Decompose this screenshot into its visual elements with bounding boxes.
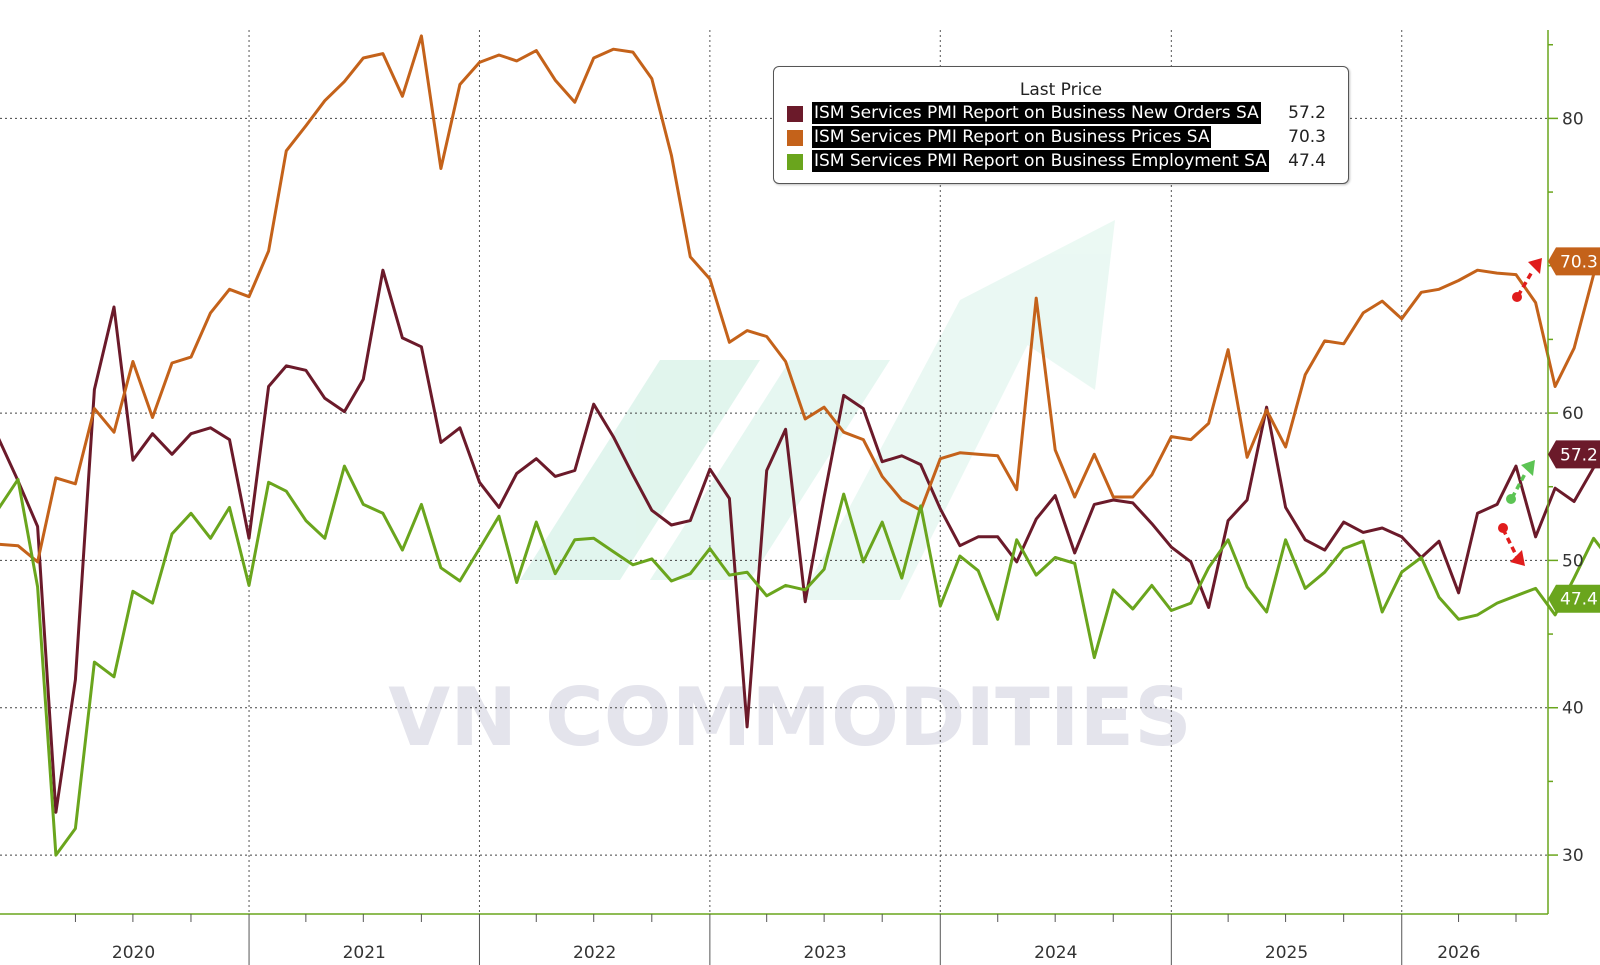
x-tick-label: 2020 bbox=[112, 943, 155, 963]
y-tick-label: 60 bbox=[1562, 404, 1584, 424]
x-tick-label: 2022 bbox=[573, 943, 616, 963]
arrow-up-red-icon bbox=[1512, 258, 1542, 302]
x-tick-label: 2024 bbox=[1034, 943, 1077, 963]
last-price-tag-0: 57.2 bbox=[1548, 440, 1600, 469]
legend-title: Last Price bbox=[1019, 80, 1103, 100]
last-price-tag-label: 57.2 bbox=[1560, 445, 1598, 465]
x-axis: 2020 2021 2022 2023 2024 2025 2026 bbox=[0, 913, 1548, 965]
legend-swatch-prices bbox=[787, 130, 803, 146]
last-price-tag-bg bbox=[1548, 440, 1600, 469]
series-line-0 bbox=[0, 268, 1600, 814]
legend-label-new-orders: ISM Services PMI Report on Business New … bbox=[812, 102, 1261, 124]
y-axis: 30 40 50 60 80 bbox=[1547, 30, 1584, 914]
legend-swatch-new-orders bbox=[787, 106, 803, 122]
legend-item-prices: ISM Services PMI Report on Business Pric… bbox=[787, 125, 1348, 149]
legend: Last Price ISM Services PMI Report on Bu… bbox=[773, 66, 1349, 184]
y-tick-label: 40 bbox=[1562, 699, 1584, 719]
legend-label-prices: ISM Services PMI Report on Business Pric… bbox=[812, 126, 1212, 148]
series-layer bbox=[0, 34, 1600, 857]
last-price-tag-label: 47.4 bbox=[1560, 590, 1598, 610]
arrow-up-green-icon bbox=[1506, 460, 1535, 504]
last-price-tag-1: 70.3 bbox=[1548, 247, 1600, 276]
x-tick-label: 2021 bbox=[343, 943, 386, 963]
watermark: VN COMMODITIES bbox=[388, 220, 1192, 764]
arrow-down-red-icon bbox=[1498, 523, 1525, 566]
trend-arrows bbox=[1498, 258, 1542, 566]
y-tick-label: 50 bbox=[1562, 551, 1584, 571]
last-price-tag-bg bbox=[1548, 247, 1600, 276]
legend-item-employment: ISM Services PMI Report on Business Empl… bbox=[787, 149, 1348, 173]
x-tick-label: 2026 bbox=[1437, 943, 1480, 963]
legend-swatch-employment bbox=[787, 154, 803, 170]
y-tick-label: 80 bbox=[1562, 109, 1584, 129]
legend-value-new-orders: 57.2 bbox=[1288, 103, 1326, 123]
legend-label-employment: ISM Services PMI Report on Business Empl… bbox=[812, 150, 1269, 172]
last-price-tag-2: 47.4 bbox=[1548, 584, 1600, 613]
y-tick-label: 30 bbox=[1562, 846, 1584, 866]
last-price-tag-label: 70.3 bbox=[1560, 252, 1598, 272]
x-tick-label: 2025 bbox=[1265, 943, 1308, 963]
series-line-2 bbox=[0, 464, 1600, 857]
legend-item-new-orders: ISM Services PMI Report on Business New … bbox=[787, 101, 1348, 125]
last-price-tag-bg bbox=[1548, 584, 1600, 613]
last-price-tags: 57.2 70.3 47.4 bbox=[1548, 247, 1600, 613]
series-line-1 bbox=[0, 34, 1600, 564]
x-tick-label: 2023 bbox=[803, 943, 846, 963]
legend-value-employment: 47.4 bbox=[1288, 151, 1326, 171]
watermark-text: VN COMMODITIES bbox=[388, 671, 1191, 764]
legend-value-prices: 70.3 bbox=[1288, 127, 1326, 147]
